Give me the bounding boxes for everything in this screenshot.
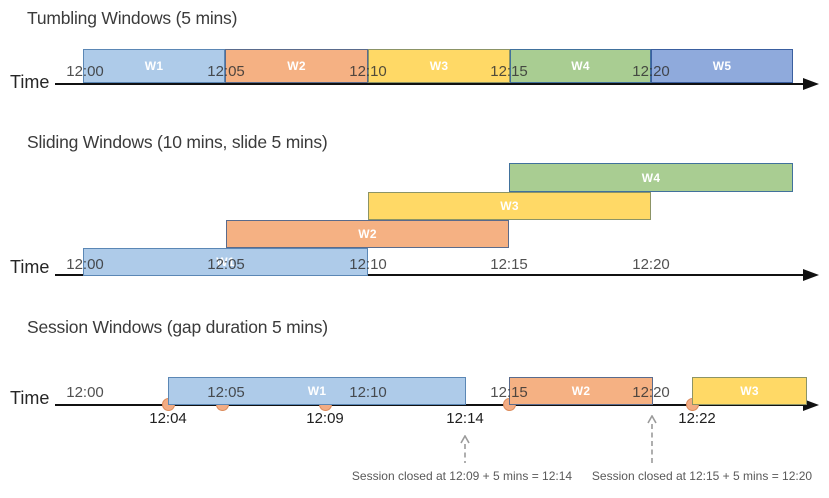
session-time-axis (55, 404, 803, 406)
tick-label: 12:20 (632, 256, 670, 273)
window-label: W1 (307, 384, 327, 398)
window-label: W3 (740, 384, 759, 398)
tick-label: 12:20 (632, 63, 670, 80)
tumbling-window-w3: W3 (368, 49, 510, 83)
tumbling-title: Tumbling Windows (5 mins) (27, 8, 238, 28)
tick-label: 12:00 (66, 256, 104, 273)
tick-label: 12:05 (207, 384, 245, 401)
sliding-time-axis-label: Time (10, 257, 50, 277)
session-time-axis-label: Time (10, 388, 50, 408)
dashed-up-arrow-icon (647, 415, 657, 463)
tick-label: 12:15 (490, 63, 528, 80)
session-window-w2: W2 (509, 377, 653, 405)
window-label: W3 (500, 199, 519, 213)
tick-label: 12:15 (490, 384, 528, 401)
sliding-window-w2: W2 (226, 220, 509, 248)
window-label: W1 (144, 59, 164, 73)
sliding-time-axis (55, 274, 803, 276)
window-label: W2 (287, 59, 306, 73)
sliding-title: Sliding Windows (10 mins, slide 5 mins) (27, 132, 328, 152)
event-time-label: 12:14 (446, 410, 484, 427)
window-label: W2 (571, 384, 591, 398)
window-label: W2 (358, 227, 377, 241)
tick-label: 12:05 (207, 63, 245, 80)
session-closed-annotation: Session closed at 12:09 + 5 mins = 12:14 (351, 469, 573, 483)
session-window-w3: W3 (692, 377, 807, 405)
window-label: W5 (712, 59, 732, 73)
tick-label: 12:00 (66, 384, 104, 401)
tick-label: 12:10 (349, 63, 387, 80)
tick-label: 12:05 (207, 256, 245, 273)
window-label: W4 (571, 59, 590, 73)
event-time-label: 12:09 (306, 410, 344, 427)
tick-label: 12:15 (490, 256, 528, 273)
tumbling-time-axis-label: Time (10, 72, 50, 92)
tick-label: 12:10 (349, 384, 387, 401)
tick-label: 12:00 (66, 63, 104, 80)
tumbling-window-w5: W5 (651, 49, 793, 83)
dashed-up-arrow-icon (460, 435, 470, 463)
arrow-right-icon (803, 268, 819, 281)
arrow-right-icon (803, 398, 819, 411)
tick-label: 12:10 (349, 256, 387, 273)
session-title: Session Windows (gap duration 5 mins) (27, 317, 328, 337)
sliding-window-w3: W3 (368, 192, 651, 220)
tick-label: 12:20 (632, 384, 670, 401)
tumbling-time-axis (55, 83, 803, 85)
sliding-window-w1: W1 (83, 248, 368, 276)
event-time-label: 12:22 (678, 410, 716, 427)
arrow-right-icon (803, 77, 819, 90)
tumbling-window-w2: W2 (225, 49, 368, 83)
tumbling-window-w4: W4 (510, 49, 651, 83)
window-label: W4 (641, 170, 661, 185)
sliding-window-w4: W4 (509, 163, 793, 192)
window-label: W3 (429, 59, 449, 73)
event-time-label: 12:04 (149, 410, 187, 427)
window-label: W1 (216, 255, 235, 269)
tumbling-window-w1: W1 (83, 49, 225, 83)
session-window-w1: W1 (168, 377, 466, 405)
session-closed-annotation: Session closed at 12:15 + 5 mins = 12:20 (591, 469, 813, 483)
